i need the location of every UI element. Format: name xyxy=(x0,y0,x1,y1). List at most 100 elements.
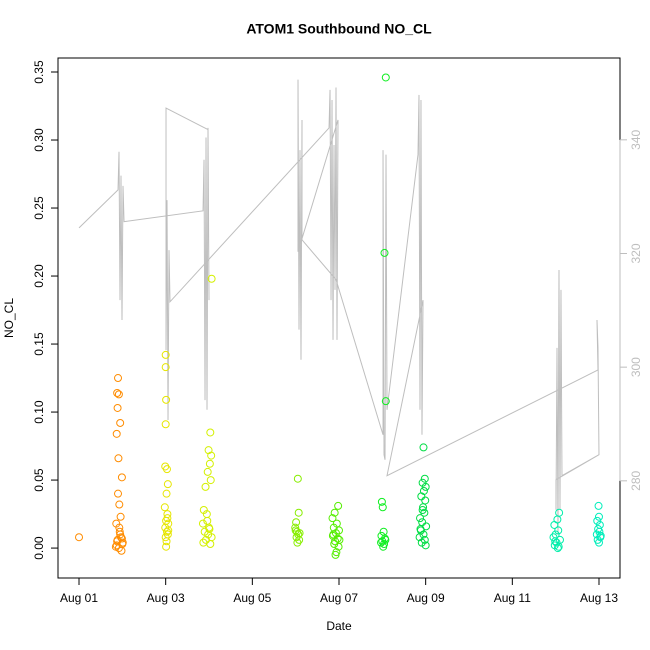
point xyxy=(294,508,303,517)
point xyxy=(421,496,430,505)
point xyxy=(117,534,126,543)
point xyxy=(201,535,210,544)
y-tick-label: 0.15 xyxy=(32,332,46,356)
point xyxy=(116,418,125,427)
y2-tick-label: 320 xyxy=(629,243,643,263)
point xyxy=(113,389,122,398)
point xyxy=(331,550,340,559)
point xyxy=(164,526,173,535)
plot-frame xyxy=(57,57,621,579)
y-tick-label: 0.25 xyxy=(32,196,46,220)
point xyxy=(114,454,123,463)
point xyxy=(555,508,564,517)
x-tick-label: Aug 11 xyxy=(494,591,531,605)
point xyxy=(205,459,214,468)
point xyxy=(328,514,337,523)
y-tick-label: 0.30 xyxy=(32,128,46,152)
point xyxy=(381,397,390,406)
point xyxy=(419,443,428,452)
point xyxy=(330,539,339,548)
point xyxy=(378,503,387,512)
y-tick-label: 0.35 xyxy=(32,60,46,84)
point xyxy=(418,505,427,514)
y-axis-label: NO_CL xyxy=(2,298,16,338)
chart-title: ATOM1 Southbound NO_CL xyxy=(246,21,432,37)
point xyxy=(162,465,171,474)
x-tick-label: Aug 13 xyxy=(580,591,618,605)
point xyxy=(595,527,604,536)
point xyxy=(292,518,301,527)
point xyxy=(207,274,216,283)
point xyxy=(206,476,215,485)
point xyxy=(162,542,171,551)
point xyxy=(198,519,207,528)
point xyxy=(112,429,121,438)
x-tick-label: Aug 03 xyxy=(147,591,185,605)
point xyxy=(117,473,126,482)
point xyxy=(161,533,170,542)
point xyxy=(551,537,560,546)
point xyxy=(162,395,171,404)
point xyxy=(381,535,390,544)
point xyxy=(114,390,123,399)
point xyxy=(161,363,170,372)
point xyxy=(330,508,339,517)
y-tick-label: 0.10 xyxy=(32,400,46,424)
point xyxy=(206,539,215,548)
point xyxy=(113,403,122,412)
point xyxy=(117,546,126,555)
point xyxy=(379,527,388,536)
point xyxy=(75,533,84,542)
point xyxy=(594,512,603,521)
point xyxy=(114,544,123,553)
point xyxy=(116,512,125,521)
point xyxy=(163,480,172,489)
point xyxy=(162,537,171,546)
point xyxy=(295,529,304,538)
y2-tick-label: 340 xyxy=(629,130,643,150)
point xyxy=(114,489,123,498)
line xyxy=(78,79,600,535)
y2-tick-label: 280 xyxy=(629,470,643,490)
point xyxy=(293,474,302,483)
point xyxy=(593,516,602,525)
point xyxy=(205,525,214,534)
point xyxy=(418,518,427,527)
point xyxy=(377,538,386,547)
point xyxy=(380,248,389,257)
point xyxy=(377,497,386,506)
point xyxy=(203,467,212,476)
y2-tick-label: 300 xyxy=(629,357,643,377)
point xyxy=(112,541,121,550)
x-tick-label: Aug 09 xyxy=(407,591,445,605)
point xyxy=(596,531,605,540)
x-tick-label: Aug 05 xyxy=(233,591,271,605)
point xyxy=(207,451,216,460)
point xyxy=(421,482,430,491)
x-tick-label: Aug 01 xyxy=(60,591,98,605)
point xyxy=(114,374,123,383)
point xyxy=(206,428,215,437)
point xyxy=(115,523,124,532)
point xyxy=(553,544,562,553)
y-tick-label: 0.05 xyxy=(32,468,46,492)
point xyxy=(291,523,300,532)
point xyxy=(420,474,429,483)
point xyxy=(201,482,210,491)
point xyxy=(163,514,172,523)
y-tick-label: 0.00 xyxy=(32,536,46,560)
point xyxy=(554,526,563,535)
point xyxy=(416,514,425,523)
point xyxy=(381,73,390,82)
x-tick-label: Aug 07 xyxy=(320,591,358,605)
point xyxy=(419,503,428,512)
point xyxy=(335,535,344,544)
point xyxy=(115,500,124,509)
y-tick-label: 0.20 xyxy=(32,264,46,288)
point xyxy=(163,510,172,519)
point xyxy=(162,489,171,498)
point xyxy=(329,530,338,539)
point xyxy=(594,501,603,510)
point xyxy=(160,503,169,512)
